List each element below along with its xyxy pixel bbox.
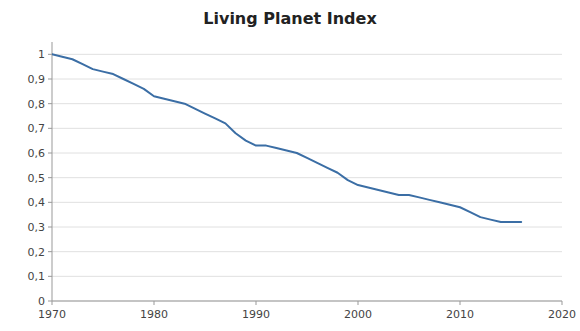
y-tick-label: 0,7 — [28, 122, 46, 135]
grid-line — [52, 177, 562, 178]
y-tick-label: 0,1 — [28, 270, 46, 283]
axes: 0 0,1 0,2 0,3 0,4 0,5 0,6 0,7 0,8 0,9 1 1970 1980 199… — [28, 42, 577, 321]
grid-line — [52, 301, 562, 302]
chart-container: Living Planet Index 0 0,1 0,2 0,3 0,4 0,5 0,6 0,… — [0, 0, 580, 331]
grid-line — [52, 153, 562, 154]
chart: Living Planet Index 0 0,1 0,2 0,3 0,4 0,5 0,6 0,… — [0, 0, 580, 331]
x-tick — [562, 301, 563, 305]
grid-line — [52, 202, 562, 203]
x-tick-label: 1970 — [38, 308, 66, 321]
x-axis-line — [52, 301, 562, 302]
y-tick-label: 0,9 — [28, 73, 46, 86]
x-tick-label: 1990 — [242, 308, 270, 321]
x-tick-label: 2010 — [446, 308, 474, 321]
grid-line — [52, 276, 562, 277]
y-tick-label: 0,6 — [28, 147, 46, 160]
x-tick-label: 2000 — [344, 308, 372, 321]
y-tick — [48, 153, 52, 154]
y-tick — [48, 251, 52, 252]
x-tick-label: 2020 — [548, 308, 576, 321]
x-tick — [154, 301, 155, 305]
y-tick — [48, 103, 52, 104]
y-tick — [48, 301, 52, 302]
y-tick-label: 0,5 — [28, 172, 46, 185]
x-tick-label: 1980 — [140, 308, 168, 321]
y-tick — [48, 227, 52, 228]
y-tick — [48, 177, 52, 178]
grid-line — [52, 251, 562, 252]
y-tick-label: 0,8 — [28, 98, 46, 111]
plot-area — [52, 54, 521, 222]
y-tick-label: 0,4 — [28, 196, 46, 209]
x-tick — [52, 301, 53, 305]
y-tick-label: 0,2 — [28, 246, 46, 259]
y-tick — [48, 202, 52, 203]
grid-line — [52, 79, 562, 80]
line — [52, 54, 521, 222]
grid-line — [52, 227, 562, 228]
grid-line — [52, 54, 562, 55]
y-tick-label: 0 — [38, 295, 45, 308]
x-tick — [256, 301, 257, 305]
grid-line — [52, 103, 562, 104]
y-tick — [48, 54, 52, 55]
y-axis-line — [52, 42, 53, 301]
y-tick — [48, 79, 52, 80]
y-tick-label: 0,3 — [28, 221, 46, 234]
grid — [52, 54, 562, 301]
x-tick — [358, 301, 359, 305]
title: Living Planet Index — [203, 9, 377, 28]
x-tick — [460, 301, 461, 305]
y-tick — [48, 276, 52, 277]
y-tick-label: 1 — [38, 48, 45, 61]
grid-line — [52, 128, 562, 129]
y-tick — [48, 128, 52, 129]
